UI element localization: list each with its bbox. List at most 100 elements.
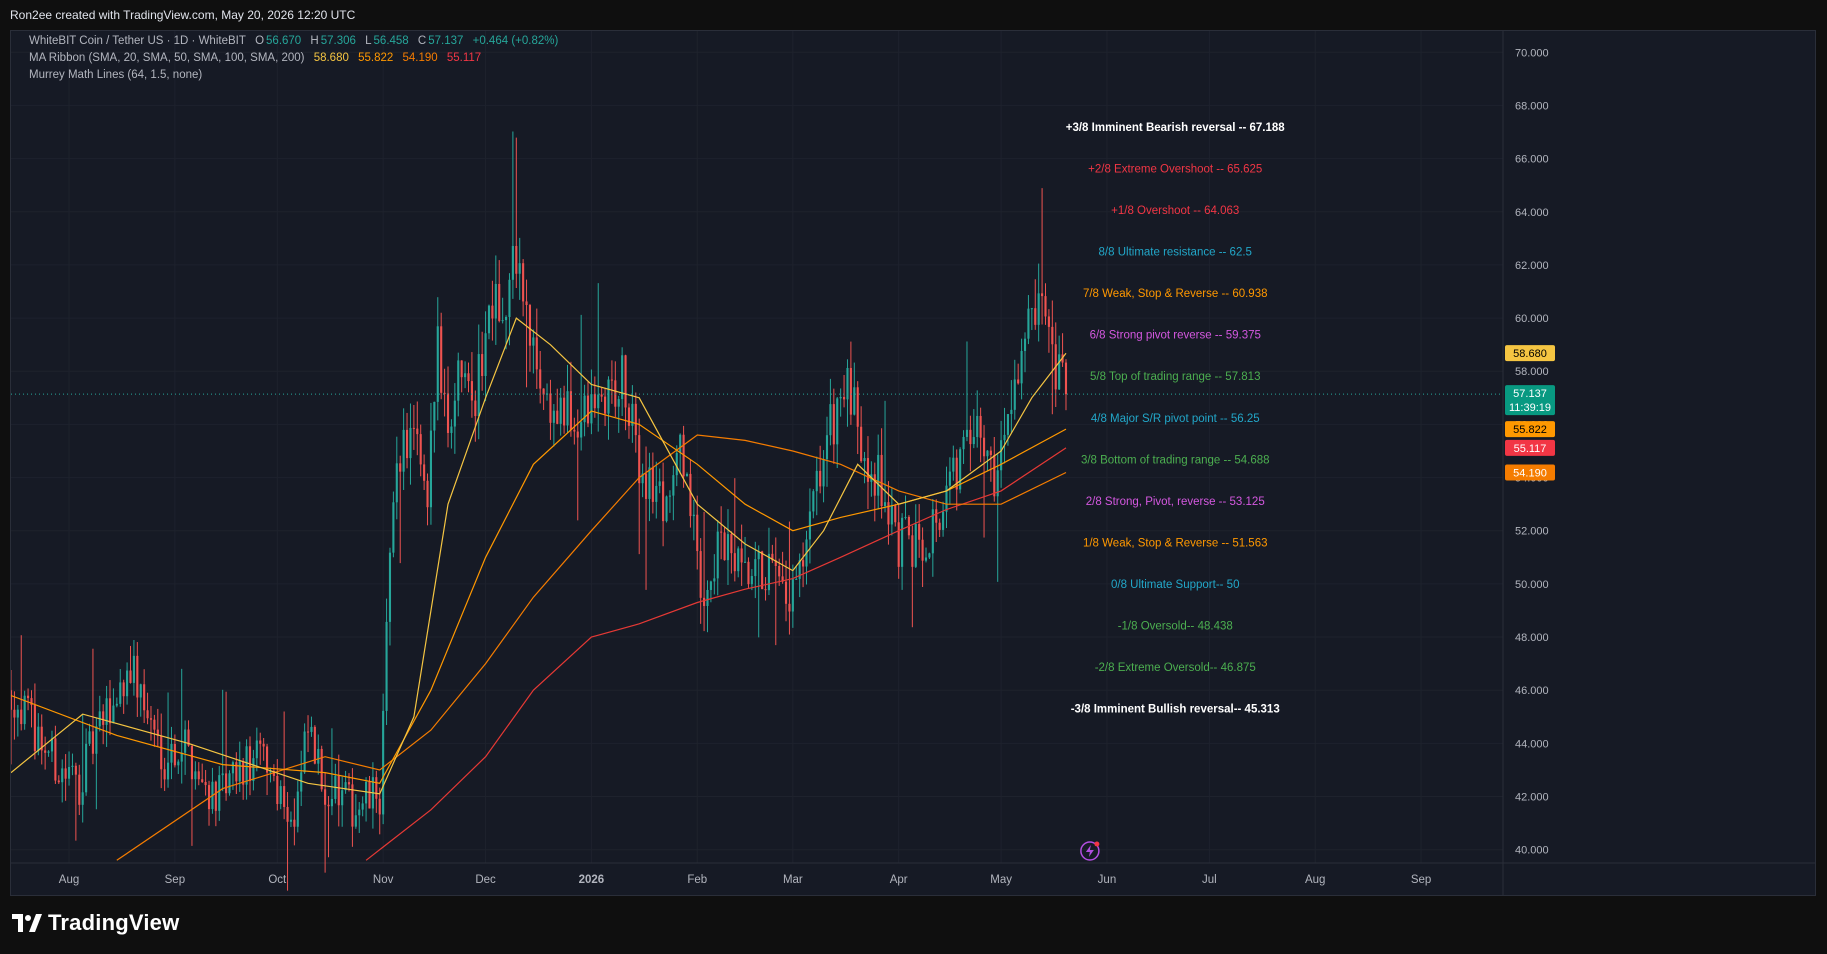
candle-up [1020,338,1023,400]
chart-canvas[interactable]: 70.000 68.000 66.000 64.000 62.000 60.000 58.0… [11,31,1815,895]
candle-down [419,424,422,477]
candle-body [942,511,945,530]
candle-body [136,655,139,698]
candle-up [972,409,975,449]
candle-down [535,308,538,389]
candle-up [95,718,98,810]
candle-body [310,726,313,732]
candle-body [57,780,60,783]
candle-down [136,642,139,717]
candle-body [525,301,528,306]
candle-body [453,400,456,427]
candle-up [67,751,71,786]
candle-down [146,692,149,725]
candle-up [88,723,91,746]
candle-up [901,513,904,590]
candle-up [457,352,460,417]
candle-body [306,731,310,733]
candle-up [767,527,771,596]
y-tick-label: 68.000 [1515,100,1549,112]
candle-body [819,470,822,487]
candle-body [774,560,777,566]
candle-body [764,589,767,591]
candle-body [317,748,320,764]
sma-50-line [11,410,1067,784]
candle-body [218,775,221,811]
symbol-title[interactable]: WhiteBIT Coin / Tether US · 1D · WhiteBI… [29,35,246,47]
candle-body [754,559,757,577]
candle-up [846,359,849,427]
candle-body [71,765,74,768]
candle-body [450,426,453,433]
candle-up [85,728,88,796]
price-badge-text: 54.190 [1513,468,1547,480]
murrey-label: 2/8 Strong, Pivot, reverse -- 53.125 [1086,496,1265,508]
candle-body [856,387,859,427]
candle-up [238,741,241,792]
candle-body [1017,379,1020,384]
candle-body [750,576,753,585]
candle-body [573,429,576,432]
candle-body [877,454,880,496]
x-tick-label: Jun [1098,874,1117,886]
candle-body [532,337,535,346]
candle-body [143,684,146,711]
candle-up [853,362,856,416]
y-tick-label: 62.000 [1515,260,1549,272]
lightning-icon[interactable] [1080,841,1100,861]
candle-body [266,746,269,773]
candle-body [651,467,654,502]
tradingview-logo[interactable]: TradingView [12,910,179,936]
candle-body [723,532,726,561]
murrey-title[interactable]: Murrey Math Lines (64, 1.5, none) [29,69,203,81]
candle-body [730,534,733,554]
candle-down [214,780,217,827]
price-badge-text: 57.137 [1513,388,1547,400]
candle-body [815,470,818,492]
candle-body [313,726,316,764]
candle-body [409,427,412,459]
candle-up [1000,420,1003,488]
candle-up [948,457,951,505]
candle-body [440,326,443,393]
x-tick-label: Jul [1202,874,1217,886]
candle-body [972,437,975,445]
candle-body [986,450,989,457]
candle-up [737,546,740,578]
candle-up [166,692,170,788]
candle-body [668,495,671,497]
candle-up [289,811,293,828]
candle-down [102,704,105,745]
candle-down [207,780,211,826]
candle-down [614,361,617,417]
candle-down [108,680,112,736]
candle-down [593,376,596,418]
candle-down [880,428,883,519]
candle-body [16,709,19,718]
ma-ribbon-title[interactable]: MA Ribbon (SMA, 20, SMA, 50, SMA, 100, S… [29,52,305,64]
candle-up [279,780,282,810]
candle-body [78,774,81,805]
candle-body [27,695,30,699]
candle-down [74,762,77,841]
y-tick-label: 70.000 [1515,47,1549,59]
candle-body [696,514,699,552]
candle-body [61,768,64,783]
candle-up [836,397,839,469]
candle-up [928,552,931,560]
candle-body [40,726,43,751]
candle-body [460,360,463,378]
sma-20-line [11,317,1067,795]
candle-down [556,388,559,425]
candle-up [365,777,368,822]
candle-body [894,505,897,523]
candle-body [54,738,57,781]
candle-body [962,436,965,450]
candle-up [50,730,54,762]
candle-down [153,714,156,747]
candle-body [50,738,54,752]
candle-body [624,355,627,408]
chart-pane[interactable]: 70.000 68.000 66.000 64.000 62.000 60.000 58.0… [10,30,1816,896]
candle-down [764,577,767,601]
candle-up [890,488,893,536]
